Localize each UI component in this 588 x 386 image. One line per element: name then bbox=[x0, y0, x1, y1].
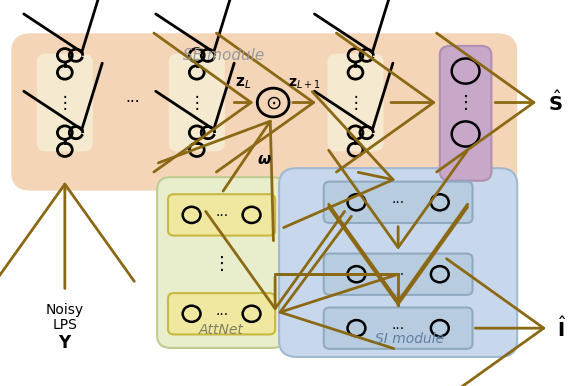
Text: ···: ··· bbox=[392, 268, 405, 282]
Text: ···: ··· bbox=[392, 322, 405, 336]
FancyBboxPatch shape bbox=[324, 308, 473, 349]
Text: ⋮: ⋮ bbox=[389, 229, 407, 247]
Text: ⋮: ⋮ bbox=[213, 255, 230, 273]
FancyBboxPatch shape bbox=[38, 55, 92, 151]
Text: SI module: SI module bbox=[376, 332, 445, 346]
Text: ···: ··· bbox=[215, 308, 228, 322]
Text: $\mathbf{Y}$: $\mathbf{Y}$ bbox=[58, 334, 72, 352]
Text: $\hat{\mathbf{S}}$: $\hat{\mathbf{S}}$ bbox=[548, 90, 563, 115]
Text: $\boldsymbol{\omega}$: $\boldsymbol{\omega}$ bbox=[257, 152, 272, 167]
Text: ⋮: ⋮ bbox=[347, 93, 364, 112]
FancyBboxPatch shape bbox=[170, 55, 224, 151]
Text: $\hat{\mathbf{I}}$: $\hat{\mathbf{I}}$ bbox=[557, 316, 567, 340]
Text: AttNet: AttNet bbox=[199, 323, 244, 337]
Text: ···: ··· bbox=[392, 196, 405, 210]
Text: ⋮: ⋮ bbox=[457, 93, 475, 112]
Text: $\mathbf{z}_{L+1}$: $\mathbf{z}_{L+1}$ bbox=[289, 76, 321, 91]
FancyBboxPatch shape bbox=[168, 293, 275, 334]
Text: SE module: SE module bbox=[183, 48, 265, 63]
FancyBboxPatch shape bbox=[11, 33, 517, 191]
Text: $\mathbf{z}_{L}$: $\mathbf{z}_{L}$ bbox=[235, 75, 252, 91]
Text: ···: ··· bbox=[125, 95, 139, 110]
FancyBboxPatch shape bbox=[279, 168, 517, 357]
Text: ⊙: ⊙ bbox=[265, 94, 281, 113]
FancyBboxPatch shape bbox=[440, 46, 492, 181]
FancyBboxPatch shape bbox=[324, 182, 473, 223]
Text: ···: ··· bbox=[215, 209, 228, 223]
Text: Noisy: Noisy bbox=[46, 303, 84, 317]
Text: ⋮: ⋮ bbox=[56, 93, 73, 112]
FancyBboxPatch shape bbox=[324, 254, 473, 295]
Text: LPS: LPS bbox=[52, 318, 77, 332]
FancyBboxPatch shape bbox=[157, 177, 286, 348]
Text: ⋮: ⋮ bbox=[189, 93, 205, 112]
FancyBboxPatch shape bbox=[329, 55, 382, 151]
FancyBboxPatch shape bbox=[168, 194, 275, 235]
